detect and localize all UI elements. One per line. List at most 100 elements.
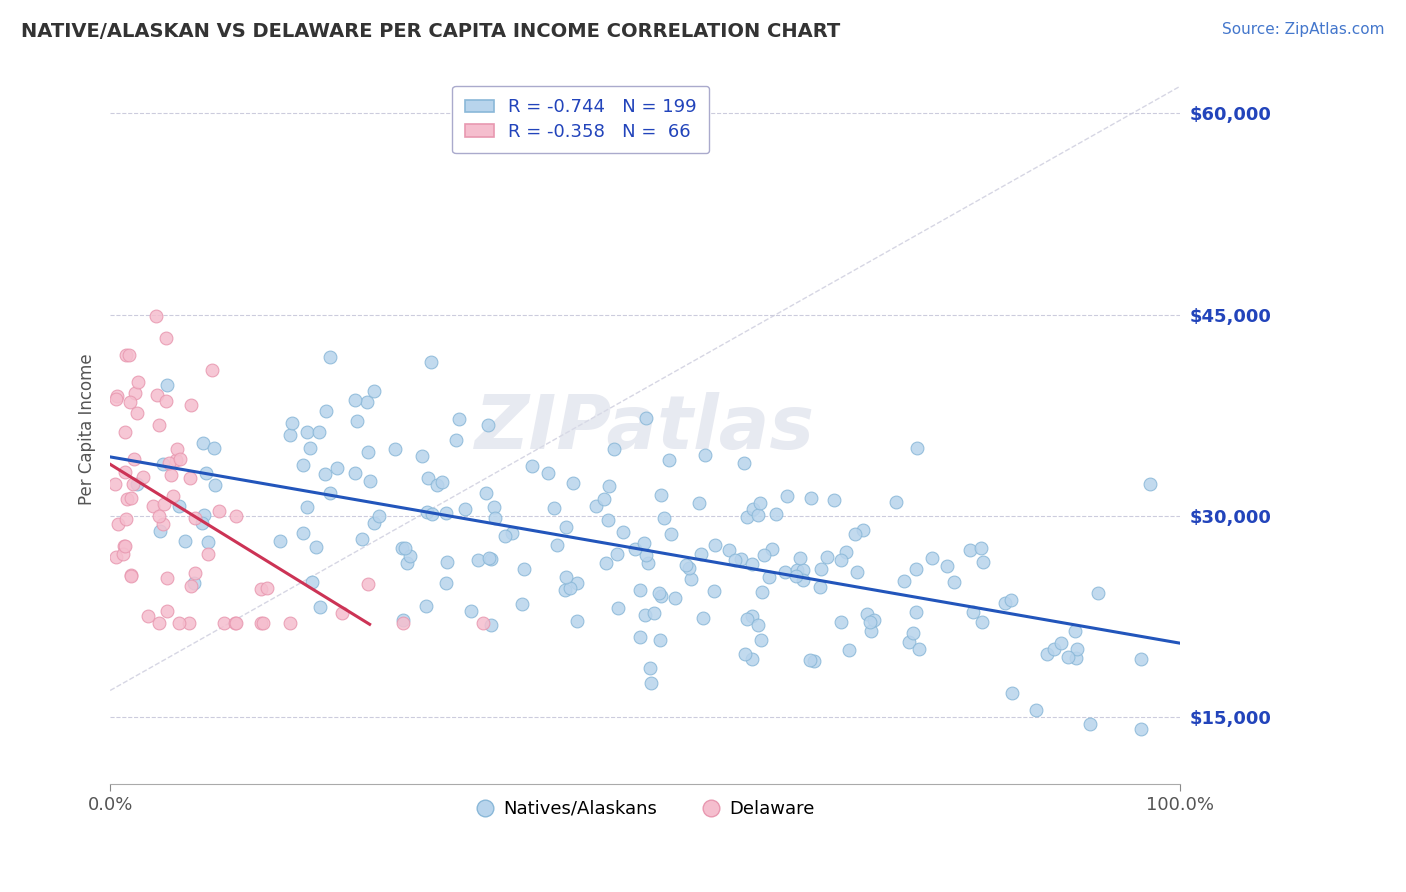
Point [104,476,127,491]
Point [162,489,184,503]
Point [444,434,467,448]
Point [167,616,190,631]
Point [537,467,560,481]
Point [484,510,506,524]
Point [471,616,494,631]
Point [319,350,342,364]
Point [346,414,368,428]
Point [1036,648,1059,662]
Point [479,552,502,566]
Point [415,599,437,613]
Point [356,444,378,458]
Point [152,457,174,471]
Point [478,550,501,565]
Point [741,651,763,665]
Point [391,541,413,556]
Point [120,568,142,582]
Point [905,562,928,576]
Point [104,392,127,406]
Point [884,495,907,509]
Point [114,425,136,439]
Point [1049,636,1071,650]
Point [733,456,755,470]
Point [675,558,697,572]
Point [717,543,740,558]
Point [598,479,620,493]
Point [747,508,769,523]
Point [149,524,172,538]
Point [475,486,498,500]
Point [905,605,928,619]
Point [127,375,149,389]
Point [118,348,141,362]
Point [425,477,447,491]
Point [180,579,202,593]
Point [363,516,385,531]
Point [104,550,127,565]
Point [411,450,433,464]
Point [105,389,128,403]
Point [330,607,353,621]
Point [156,571,179,585]
Point [356,395,378,409]
Point [122,452,145,467]
Point [724,552,747,566]
Point [844,526,866,541]
Point [166,453,188,467]
Y-axis label: Per Capita Income: Per Capita Income [79,353,96,505]
Point [250,582,273,596]
Text: ZIPatlas: ZIPatlas [475,392,815,466]
Point [543,500,565,515]
Point [678,560,700,574]
Point [180,398,202,412]
Point [292,458,315,472]
Point [131,470,153,484]
Point [695,448,717,462]
Point [384,442,406,456]
Point [359,474,381,488]
Point [800,491,823,505]
Point [179,471,201,485]
Point [112,539,135,553]
Point [830,553,852,567]
Point [183,576,205,591]
Point [145,310,167,324]
Point [650,589,672,603]
Point [606,600,628,615]
Point [292,525,315,540]
Point [305,540,328,554]
Point [823,492,845,507]
Point [148,417,170,432]
Point [363,384,385,398]
Point [301,575,323,590]
Point [664,591,686,606]
Point [212,616,235,631]
Point [115,348,138,362]
Point [136,608,159,623]
Point [127,406,149,420]
Point [120,491,142,506]
Point [734,647,756,661]
Point [634,548,657,562]
Point [298,441,321,455]
Point [167,499,190,513]
Point [1066,641,1088,656]
Point [208,504,231,518]
Legend: Natives/Alaskans, Delaware: Natives/Alaskans, Delaware [468,793,821,825]
Point [830,615,852,629]
Point [513,562,536,576]
Point [416,471,439,485]
Point [749,633,772,648]
Point [112,547,135,561]
Point [815,550,838,565]
Point [434,575,457,590]
Point [855,607,877,622]
Point [846,566,869,580]
Point [315,403,337,417]
Point [156,604,179,618]
Point [357,577,380,591]
Point [1139,477,1161,491]
Point [792,562,814,576]
Point [319,485,342,500]
Point [799,653,821,667]
